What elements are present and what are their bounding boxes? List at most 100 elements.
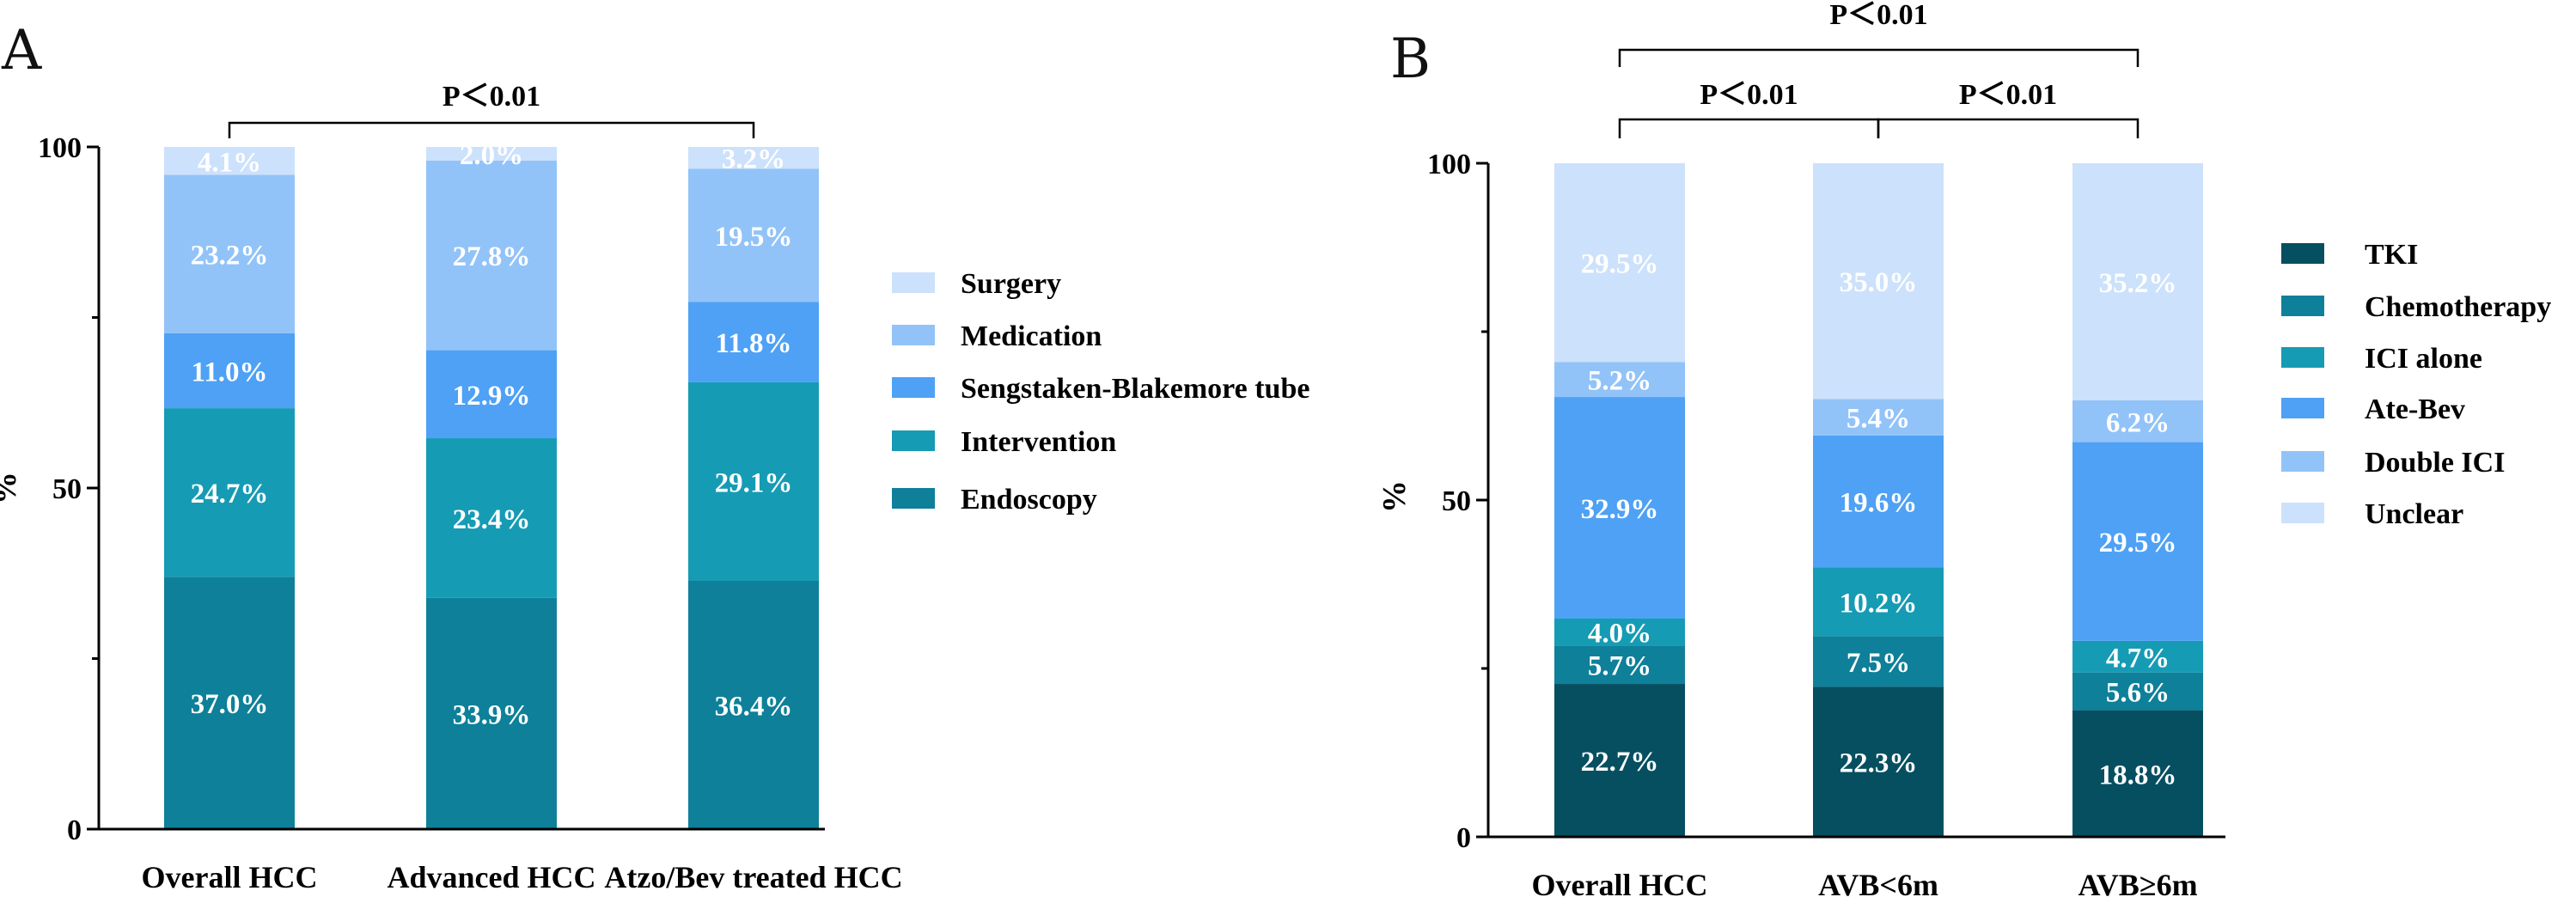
bar-segment-ici-alone-avb-6m <box>1813 567 1944 637</box>
data-label-chemotherapy-avb-6m: 7.5% <box>1847 648 1910 679</box>
bar-segment-unclear-avb-6m <box>2072 163 2203 400</box>
data-label-ici-alone-avb-6m: 4.7% <box>2106 643 2170 674</box>
legend-label-double-ici: Double ICI <box>2365 447 2505 479</box>
significance-label-1: P＜0.01 <box>1700 79 1798 111</box>
legend-label-intervention: Intervention <box>961 426 1116 458</box>
data-label-sengstaken-blakemore-tube-advanced-hcc: 12.9% <box>453 381 531 412</box>
data-label-endoscopy-overall-hcc: 37.0% <box>191 689 269 720</box>
x-tick-label-avb-6m: AVB<6m <box>1818 868 1938 897</box>
data-label-double-ici-avb-6m: 5.4% <box>1847 404 1910 435</box>
bar-segment-medication-atzo-bev-treated-hcc <box>688 168 819 302</box>
significance-bracket-2 <box>1877 118 2140 138</box>
legend-swatch-tki <box>2281 243 2324 264</box>
bar-segment-ate-bev-avb-6m <box>2072 442 2203 641</box>
data-label-sengstaken-blakemore-tube-overall-hcc: 11.0% <box>192 357 268 387</box>
bar-segment-endoscopy-atzo-bev-treated-hcc <box>688 580 819 829</box>
legend-swatch-ici-alone <box>2281 347 2324 368</box>
bar-segment-tki-avb-6m <box>2072 710 2203 837</box>
y-tick-label-100: 100 <box>1427 149 1471 180</box>
significance-label-2: P＜0.01 <box>1959 79 2057 111</box>
data-label-unclear-overall-hcc: 29.5% <box>1581 249 1659 280</box>
legend-label-endoscopy: Endoscopy <box>961 484 1097 516</box>
data-label-tki-avb-6m: 18.8% <box>2099 760 2177 790</box>
data-label-sengstaken-blakemore-tube-atzo-bev-treated-hcc: 11.8% <box>716 328 792 359</box>
data-label-ate-bev-avb-6m: 19.6% <box>1840 488 1918 519</box>
y-tick-label-0: 0 <box>67 815 82 846</box>
data-label-surgery-atzo-bev-treated-hcc: 3.2% <box>722 144 785 175</box>
legend-swatch-surgery <box>892 272 935 293</box>
bar-segment-unclear-overall-hcc <box>1554 163 1685 363</box>
bar-segment-unclear-avb-6m <box>1813 163 1944 400</box>
data-label-endoscopy-advanced-hcc: 33.9% <box>453 699 531 730</box>
bar-segment-sengstaken-blakemore-tube-overall-hcc <box>164 333 295 409</box>
panel-letter-a: A <box>1 19 42 82</box>
data-label-surgery-overall-hcc: 4.1% <box>198 147 261 178</box>
legend-swatch-chemotherapy <box>2281 296 2324 316</box>
legend-swatch-sengstaken-blakemore-tube <box>892 377 935 398</box>
x-tick-label-advanced-hcc: Advanced HCC <box>387 860 595 894</box>
bar-segment-intervention-atzo-bev-treated-hcc <box>688 381 819 581</box>
data-label-ici-alone-overall-hcc: 4.0% <box>1588 619 1651 650</box>
legend-label-medication: Medication <box>961 320 1102 352</box>
legend-label-surgery: Surgery <box>961 268 1061 300</box>
data-label-ate-bev-overall-hcc: 32.9% <box>1581 494 1659 525</box>
data-label-intervention-advanced-hcc: 23.4% <box>453 504 531 535</box>
y-tick-label-50: 50 <box>52 473 82 505</box>
legend-swatch-intervention <box>892 430 935 451</box>
significance-label-0: P＜0.01 <box>443 81 540 113</box>
data-label-medication-overall-hcc: 23.2% <box>191 241 269 272</box>
data-label-double-ici-avb-6m: 6.2% <box>2106 407 2170 438</box>
bar-segment-double-ici-avb-6m <box>1813 399 1944 436</box>
data-label-medication-advanced-hcc: 27.8% <box>453 241 531 272</box>
bar-segment-sengstaken-blakemore-tube-advanced-hcc <box>426 350 557 439</box>
panel-b-chart: 22.7% 5.7%4.0% 32.9% 5.2% 29.5% 22.3% 7.5% 10.2… <box>1377 0 2551 897</box>
data-label-ici-alone-avb-6m: 10.2% <box>1840 588 1918 619</box>
bar-segment-intervention-overall-hcc <box>164 408 295 577</box>
y-tick-label-50: 50 <box>1442 485 1471 517</box>
data-label-unclear-avb-6m: 35.2% <box>2099 268 2177 299</box>
bar-segment-chemotherapy-overall-hcc <box>1554 645 1685 685</box>
significance-bracket-0 <box>1618 48 2140 67</box>
bar-segment-endoscopy-overall-hcc <box>164 577 295 829</box>
data-label-endoscopy-atzo-bev-treated-hcc: 36.4% <box>715 691 793 722</box>
legend-swatch-double-ici <box>2281 451 2324 472</box>
data-label-ate-bev-avb-6m: 29.5% <box>2099 528 2177 558</box>
panel-letter-b: B <box>1390 27 1431 91</box>
bar-segment-ici-alone-overall-hcc <box>1554 618 1685 646</box>
data-label-surgery-advanced-hcc: 2.0% <box>460 140 523 171</box>
bar-segment-double-ici-overall-hcc <box>1554 362 1685 398</box>
y-axis-label: % <box>0 472 23 504</box>
x-tick-label-atzo-bev-treated-hcc: Atzo/Bev treated HCC <box>604 860 902 894</box>
bar-segment-intervention-advanced-hcc <box>426 438 557 598</box>
bar-segment-ate-bev-overall-hcc <box>1554 397 1685 619</box>
legend-label-sengstaken-blakemore-tube: Sengstaken-Blakemore tube <box>961 373 1309 405</box>
legend-label-ici-alone: ICI alone <box>2365 343 2482 375</box>
legend-label-ate-bev: Ate-Bev <box>2365 394 2465 425</box>
data-label-chemotherapy-overall-hcc: 5.7% <box>1588 651 1651 682</box>
bar-segment-ate-bev-avb-6m <box>1813 435 1944 568</box>
data-label-double-ici-overall-hcc: 5.2% <box>1588 366 1651 397</box>
bar-segment-surgery-overall-hcc <box>164 147 295 175</box>
bar-segment-ici-alone-avb-6m <box>2072 640 2203 673</box>
data-label-tki-avb-6m: 22.3% <box>1840 748 1918 779</box>
legend-label-chemotherapy: Chemotherapy <box>2365 291 2551 323</box>
bar-segment-chemotherapy-avb-6m <box>1813 636 1944 687</box>
legend-label-unclear: Unclear <box>2365 498 2463 530</box>
bar-segment-double-ici-avb-6m <box>2072 400 2203 442</box>
x-tick-label-overall-hcc: Overall HCC <box>1532 868 1708 897</box>
legend-label-tki: TKI <box>2365 239 2418 271</box>
y-tick-label-0: 0 <box>1456 822 1471 854</box>
y-tick-label-100: 100 <box>38 132 82 164</box>
panel-a-chart: 37.0% 24.7% 11.0% 23.2% 4.1% 33.9% 23.4% 12.9% 2… <box>0 81 1309 894</box>
x-tick-label-avb-6m: AVB≥6m <box>2078 868 2197 897</box>
data-label-tki-overall-hcc: 22.7% <box>1581 747 1659 778</box>
significance-label-0: P＜0.01 <box>1829 0 1927 31</box>
significance-bracket-1 <box>1618 118 1880 138</box>
data-label-unclear-avb-6m: 35.0% <box>1840 267 1918 298</box>
bar-segment-tki-avb-6m <box>1813 686 1944 837</box>
legend-swatch-ate-bev <box>2281 398 2324 418</box>
legend-swatch-endoscopy <box>892 488 935 509</box>
bar-segment-medication-overall-hcc <box>164 174 295 333</box>
bar-segment-medication-advanced-hcc <box>426 160 557 351</box>
